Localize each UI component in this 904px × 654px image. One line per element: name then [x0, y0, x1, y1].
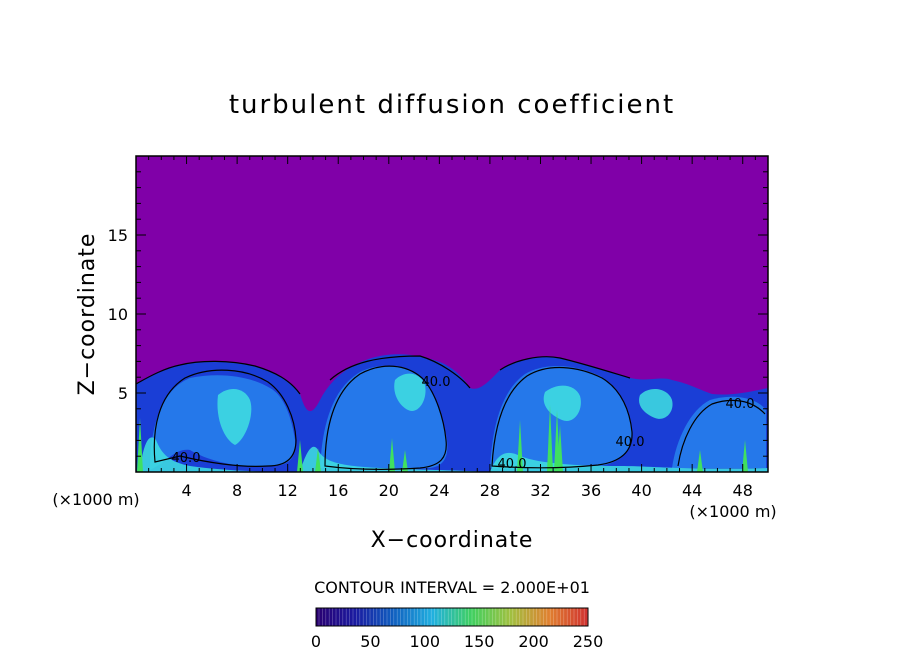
colorbar-tick-label: 250: [573, 632, 604, 651]
x-tick-label: 12: [278, 481, 298, 500]
contour-line-4: [135, 360, 301, 395]
y-tick-label: 15: [108, 226, 128, 245]
x-unit-left: (×1000 m): [52, 490, 139, 509]
field-peak-5: [517, 420, 523, 472]
x-axis-label: X−coordinate: [371, 528, 534, 553]
x-tick-label: 44: [682, 481, 702, 500]
x-tick-label: 40: [631, 481, 651, 500]
colorbar-frame: [315, 607, 589, 627]
x-tick-label: 48: [733, 481, 753, 500]
x-tick-label: 8: [232, 481, 242, 500]
contour-interval-text: CONTOUR INTERVAL = 2.000E+01: [314, 578, 590, 597]
colorbar: 0 50 100 150 200 250: [311, 607, 603, 651]
turbulence-field: [136, 354, 768, 472]
contour-label: 40.0: [726, 397, 755, 412]
chart-title: turbulent diffusion coefficient: [229, 90, 675, 120]
x-tick-label: 36: [581, 481, 601, 500]
contour-line-6: [499, 356, 631, 379]
x-tick-label: 4: [181, 481, 191, 500]
colorbar-tick-label: 0: [311, 632, 321, 651]
field-peak-1: [297, 440, 303, 472]
colorbar-tick-label: 100: [410, 632, 441, 651]
x-tick-label: 16: [328, 481, 348, 500]
field-peak-0: [137, 418, 143, 472]
y-axis-ticks: 5 10 15: [108, 171, 768, 457]
field-high-4: [394, 373, 426, 411]
contour-label: 40.0: [172, 451, 201, 466]
field-core-3: [672, 396, 766, 468]
x-axis-ticks: 4 8 12 16 20 24 28 32 36 40 44 48: [148, 156, 756, 500]
contour-line-1: [324, 365, 447, 470]
contour-lines: [135, 355, 766, 470]
field-high-3: [217, 388, 252, 445]
field-peak-10: [742, 440, 748, 472]
colorbar-fill: [316, 608, 588, 626]
colorbar-tick-label: 50: [360, 632, 380, 651]
field-peak-8: [557, 425, 563, 472]
colorbar-ticks: 0 50 100 150 200 250: [311, 632, 603, 651]
contour-line-5: [329, 355, 471, 389]
x-unit-right: (×1000 m): [689, 502, 776, 521]
contour-label: 40.0: [616, 435, 645, 450]
x-tick-label: 28: [480, 481, 500, 500]
colorbar-tick-label: 150: [464, 632, 495, 651]
x-tick-label: 24: [429, 481, 449, 500]
field-peak-3: [389, 438, 395, 472]
y-tick-label: 5: [118, 384, 128, 403]
field-high-1: [300, 446, 490, 472]
contour-line-3: [677, 399, 766, 467]
contour-line-2: [491, 367, 633, 469]
contour-label: 40.0: [422, 375, 451, 390]
field-high-5: [543, 385, 581, 421]
x-tick-label: 32: [530, 481, 550, 500]
field-high-0: [140, 437, 300, 472]
contour-label: 40.0: [498, 457, 527, 472]
field-peak-6: [547, 405, 553, 472]
colorbar-tick-label: 200: [518, 632, 549, 651]
contour-labels: 40.0 40.0 40.0 40.0 40.0: [172, 375, 755, 472]
field-peak-4: [402, 450, 408, 472]
field-peak-9: [697, 450, 703, 472]
y-tick-label: 10: [108, 305, 128, 324]
field-high-6: [639, 388, 673, 419]
contour-line-0: [153, 369, 297, 467]
field-peak-2: [315, 448, 321, 472]
plot-area: 40.0 40.0 40.0 40.0 40.0: [135, 155, 769, 473]
x-tick-label: 20: [379, 481, 399, 500]
colorbar-stripes: [318, 608, 588, 626]
y-axis-label: Z−coordinate: [75, 233, 100, 396]
